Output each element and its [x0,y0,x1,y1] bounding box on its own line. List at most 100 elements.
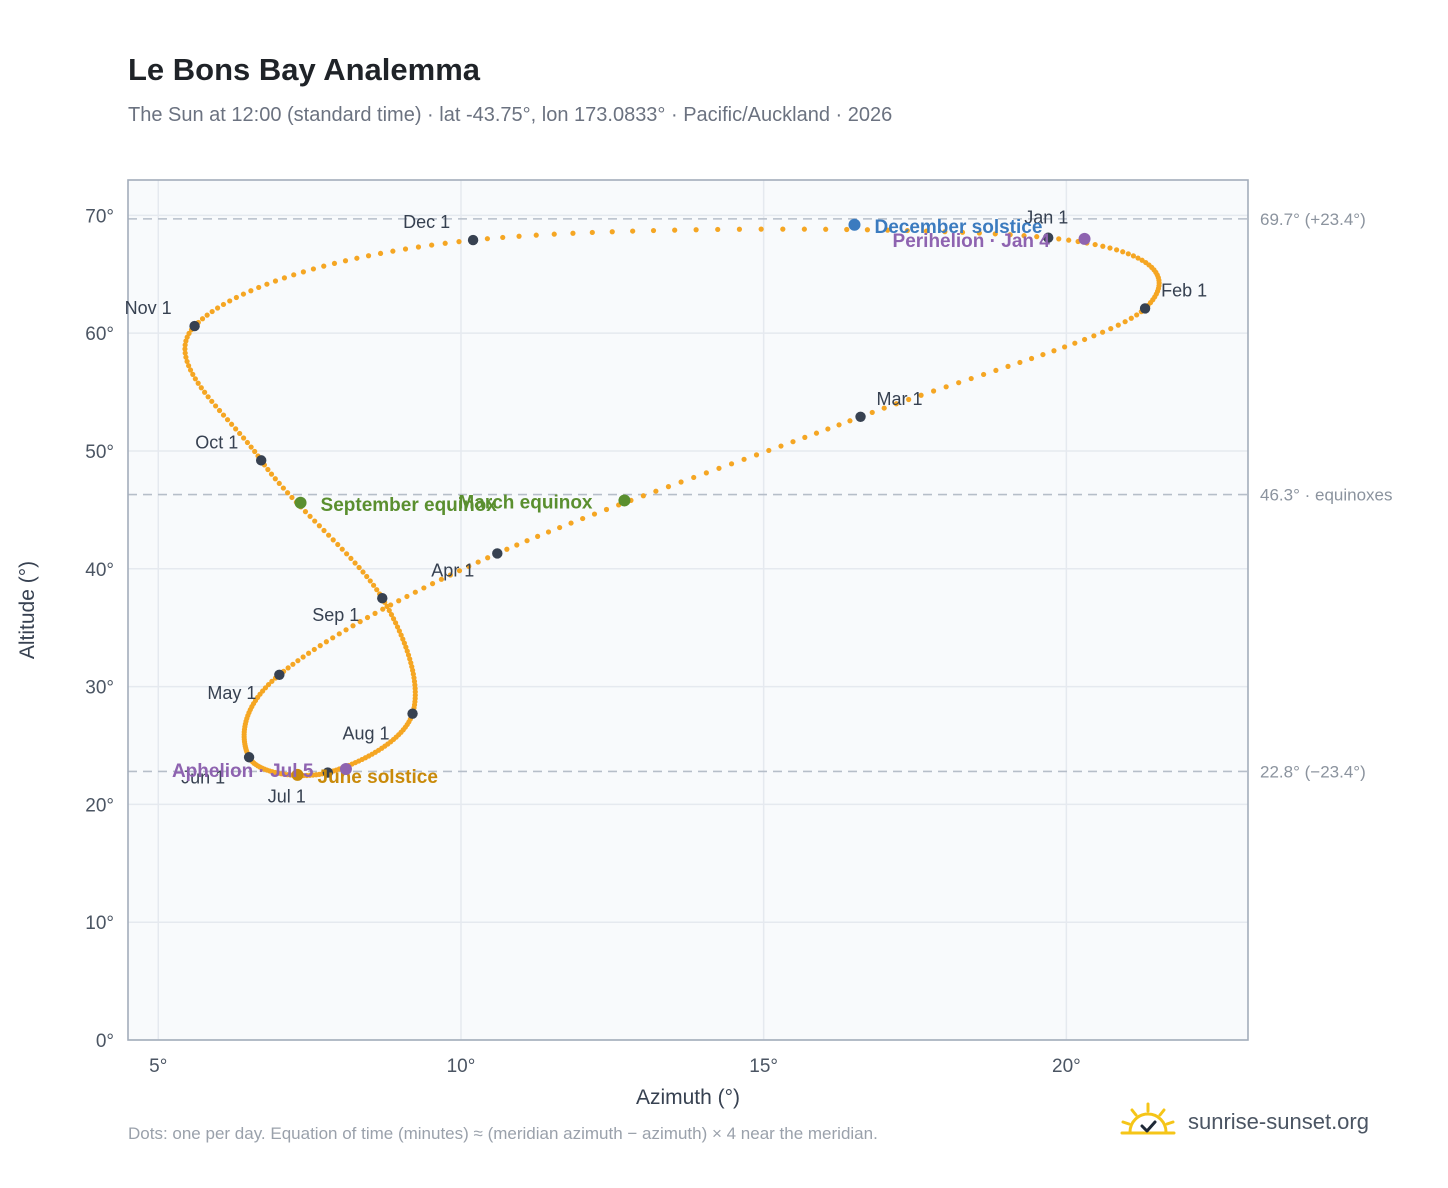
daily-sun-dot [202,389,208,395]
daily-sun-dot [1107,245,1113,251]
daily-sun-dot [316,523,322,529]
footnote: Dots: one per day. Equation of time (min… [128,1124,878,1143]
daily-sun-dot [1056,236,1062,242]
daily-sun-dot [442,240,448,246]
daily-sun-dot [736,226,743,232]
daily-sun-dot [310,266,317,272]
daily-sun-dot [885,227,891,233]
daily-sun-dot [1122,319,1128,325]
month-marker-dot [1139,303,1151,314]
daily-sun-dot [182,350,188,356]
month-marker-label: Mar 1 [877,389,923,409]
daily-sun-dot [350,623,356,629]
y-tick-label: 70° [85,206,114,227]
month-marker-dot [189,320,200,332]
daily-sun-dot [650,227,657,234]
daily-sun-dot [344,551,350,557]
daily-sun-dot [357,619,363,625]
daily-sun-dot [348,555,354,562]
daily-sun-dot [1051,348,1057,354]
daily-sun-dot [195,380,201,386]
month-marker-dot [407,708,418,719]
month-marker-dot [492,548,503,559]
reference-line-label: 22.8° (−23.4°) [1260,762,1366,781]
daily-sun-dot [295,658,301,664]
daily-sun-dot [665,484,672,490]
daily-sun-dot [360,569,366,575]
daily-sun-dot [943,384,949,390]
daily-sun-dot [456,239,462,245]
daily-sun-dot [404,593,410,600]
daily-sun-dot [272,278,279,284]
daily-sun-dot [485,555,491,561]
daily-sun-dot [398,632,404,638]
month-marker-dot [377,593,388,604]
daily-sun-dot [823,226,829,232]
daily-sun-dot [500,234,506,241]
daily-sun-dot [758,226,764,232]
daily-sun-dot [1072,340,1078,346]
daily-sun-dot [182,342,188,348]
daily-sun-dot [741,456,747,462]
daily-sun-dot [466,563,472,569]
daily-sun-dot [568,520,574,526]
daily-sun-dot [1125,251,1131,257]
daily-sun-dot [256,284,262,291]
daily-sun-dot [289,494,295,501]
daily-sun-dot [204,312,210,318]
month-marker-dot [274,669,285,680]
daily-sun-dot [1092,241,1098,248]
daily-sun-dot [330,635,336,641]
event-marker-label: Aphelion · Jul 5 [172,761,314,782]
event-marker-dot [291,768,304,781]
daily-sun-dot [766,447,772,454]
reference-line-label: 46.3° · equinoxes [1260,486,1393,505]
daily-sun-dot [192,376,198,382]
daily-sun-dot [306,650,312,656]
daily-sun-dot [311,646,317,653]
event-marker-label: Perihelion · Jan 4 [893,231,1051,252]
daily-sun-dot [1135,255,1141,261]
daily-sun-dot [412,589,418,595]
x-tick-label: 15° [749,1056,778,1077]
daily-sun-dot [1005,363,1011,369]
daily-sun-dot [893,401,899,407]
daily-sun-dot [968,375,974,382]
event-marker-label: March equinox [458,492,593,513]
daily-sun-dot [220,412,227,418]
daily-sun-dot [930,388,937,394]
daily-sun-dot [533,232,539,238]
daily-sun-dot [869,409,875,416]
event-marker-label: September equinox [321,495,498,516]
month-marker-label: Aug 1 [343,724,390,744]
daily-sun-dot [535,533,541,539]
daily-sun-dot [312,518,318,524]
daily-sun-dot [415,244,422,250]
daily-sun-dot [1100,329,1106,335]
daily-sun-dot [715,226,721,233]
daily-sun-dot [342,258,349,264]
daily-sun-dot [386,607,392,614]
daily-sun-dot [198,385,204,391]
daily-sun-dot [728,461,735,467]
daily-sun-dot [302,509,309,515]
daily-sun-dot [703,470,709,476]
daily-sun-dot [790,439,796,445]
daily-sun-dot [265,466,271,473]
daily-sun-dot [429,242,435,248]
daily-sun-dot [343,627,349,633]
daily-sun-dot [265,681,272,688]
daily-sun-dot [233,294,239,301]
daily-sun-dot [691,474,697,481]
daily-sun-dot [209,398,215,404]
month-marker-label: Jun 1 [181,767,225,787]
daily-sun-dot [281,275,288,281]
brand[interactable]: sunrise-sunset.org [1120,1100,1369,1144]
daily-sun-dot [557,524,563,531]
daily-sun-dot [421,585,427,591]
daily-sun-dot [402,246,409,252]
daily-sun-dot [1040,351,1046,358]
daily-sun-dot [352,560,358,566]
daily-sun-dot [326,532,332,538]
daily-sun-dot [317,643,323,649]
